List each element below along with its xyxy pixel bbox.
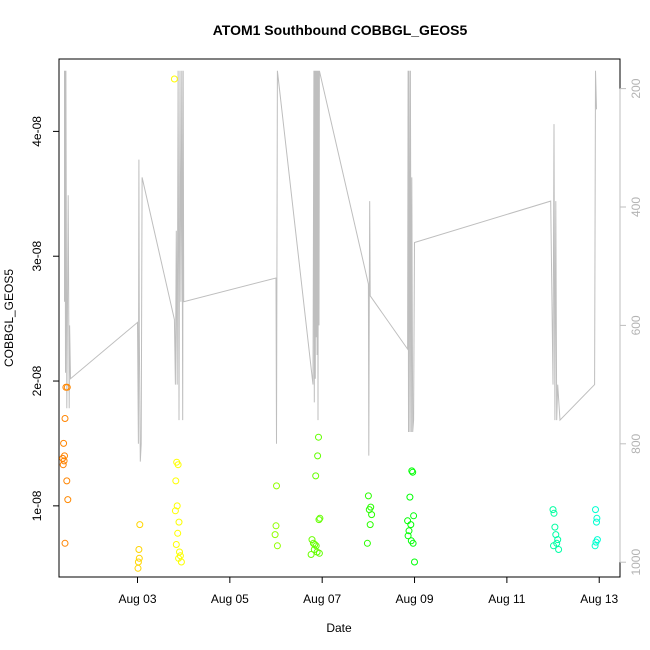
right-axis: 200 400 600 800 1000 xyxy=(619,78,643,576)
data-point xyxy=(549,506,557,514)
data-point xyxy=(315,433,322,441)
data-point xyxy=(364,492,372,500)
data-point xyxy=(411,558,418,566)
data-point xyxy=(170,75,178,83)
right-tick-label: 600 xyxy=(629,315,643,335)
right-tick-label: 800 xyxy=(629,433,643,453)
data-point xyxy=(410,512,418,520)
data-point xyxy=(136,521,144,529)
right-tick-label: 200 xyxy=(629,78,643,98)
x-axis: Aug 03 Aug 05 Aug 07 Aug 09 Aug 11 Aug 13 xyxy=(118,577,619,606)
data-point xyxy=(592,538,600,546)
y-tick-label: 2e-08 xyxy=(30,365,44,396)
data-point xyxy=(60,439,68,447)
data-point xyxy=(404,517,412,525)
data-point xyxy=(135,546,143,553)
data-point xyxy=(134,558,142,566)
data-points xyxy=(59,75,601,572)
data-point xyxy=(174,461,182,469)
data-point xyxy=(61,415,69,422)
data-point xyxy=(315,549,323,557)
data-point xyxy=(272,522,280,530)
data-point xyxy=(63,477,71,485)
y-tick-label: 1e-08 xyxy=(30,490,44,521)
data-point xyxy=(314,452,322,460)
data-point xyxy=(315,516,323,524)
data-point xyxy=(271,531,279,539)
x-tick-label: Aug 11 xyxy=(488,592,525,606)
data-point xyxy=(551,523,559,531)
data-point xyxy=(407,521,415,529)
y-tick-label: 4e-08 xyxy=(30,116,44,147)
right-tick-label: 1000 xyxy=(629,549,643,576)
data-point xyxy=(409,539,417,547)
data-point xyxy=(61,539,69,547)
data-point xyxy=(311,541,319,548)
data-point xyxy=(363,539,371,547)
data-point xyxy=(550,509,558,517)
data-point xyxy=(63,383,71,391)
plot-frame xyxy=(58,58,621,578)
data-point xyxy=(316,514,324,522)
data-point xyxy=(64,496,72,504)
data-point xyxy=(134,564,142,572)
data-point xyxy=(172,541,180,548)
right-tick-label: 400 xyxy=(629,197,643,217)
y-axis: 1e-08 2e-08 3e-08 4e-08 xyxy=(30,116,59,521)
x-tick-label: Aug 07 xyxy=(303,592,341,606)
data-point xyxy=(135,554,143,562)
data-point xyxy=(555,546,563,553)
data-point xyxy=(307,551,315,558)
data-point xyxy=(59,461,67,469)
data-point xyxy=(550,542,557,550)
data-point xyxy=(312,472,320,480)
pressure-line xyxy=(64,70,597,462)
data-point xyxy=(368,511,376,519)
data-point xyxy=(175,518,183,526)
data-point xyxy=(172,477,180,485)
x-tick-label: Aug 13 xyxy=(580,592,618,606)
data-point xyxy=(60,457,68,465)
x-tick-label: Aug 09 xyxy=(396,592,434,606)
data-point xyxy=(404,532,412,540)
data-point xyxy=(409,468,417,476)
data-point xyxy=(174,529,182,537)
x-tick-label: Aug 05 xyxy=(211,592,249,606)
data-point xyxy=(171,507,179,515)
data-point xyxy=(592,506,599,514)
pressure-series xyxy=(64,70,597,462)
data-point xyxy=(593,514,601,522)
data-point xyxy=(273,482,280,490)
data-point xyxy=(591,542,599,550)
data-point xyxy=(406,493,414,501)
y-axis-label: COBBGL_GEOS5 xyxy=(2,269,16,367)
data-point xyxy=(177,558,185,566)
data-point xyxy=(554,536,562,544)
data-point xyxy=(366,521,374,529)
y-tick-label: 3e-08 xyxy=(30,241,44,272)
x-tick-label: Aug 03 xyxy=(118,592,156,606)
chart-title: ATOM1 Southbound COBBGL_GEOS5 xyxy=(213,22,468,38)
x-axis-label: Date xyxy=(326,621,352,635)
data-point xyxy=(593,518,600,526)
data-point xyxy=(273,542,281,550)
data-point xyxy=(408,467,416,475)
data-point xyxy=(173,502,181,510)
data-point xyxy=(405,527,413,535)
